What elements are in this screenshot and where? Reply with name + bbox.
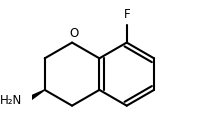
Text: O: O: [69, 27, 78, 40]
Text: H₂N: H₂N: [0, 94, 22, 107]
Text: F: F: [123, 8, 130, 21]
Polygon shape: [26, 90, 45, 102]
